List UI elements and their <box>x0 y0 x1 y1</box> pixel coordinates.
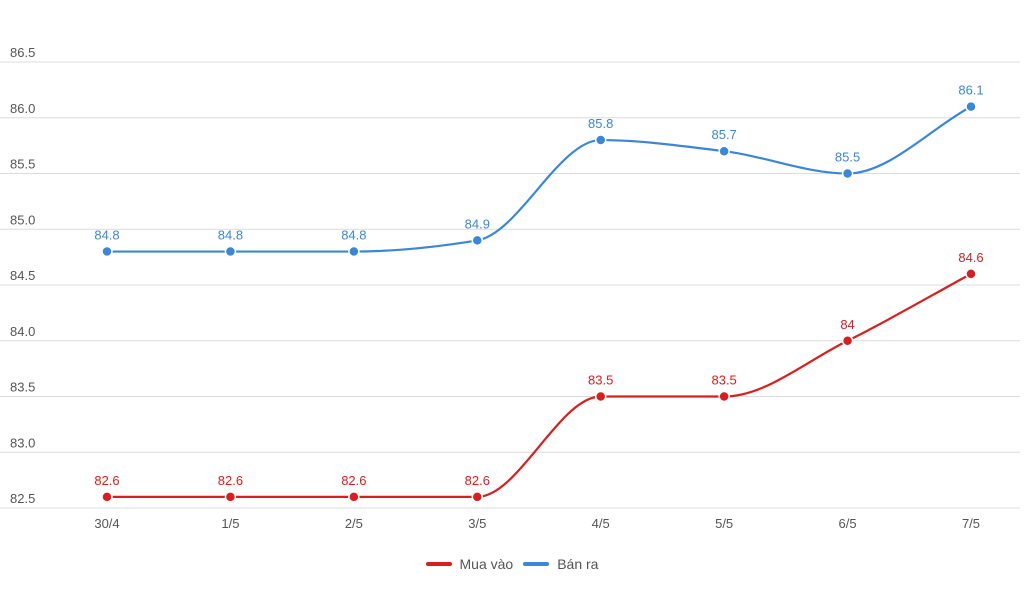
legend-label-ban-ra: Bán ra <box>557 556 599 572</box>
x-tick-label: 7/5 <box>962 516 980 531</box>
x-tick-label: 2/5 <box>345 516 363 531</box>
data-label-mua-vao: 82.6 <box>94 473 119 488</box>
data-label-ban-ra: 85.5 <box>835 150 860 165</box>
data-label-mua-vao: 84.6 <box>958 250 983 265</box>
data-label-mua-vao: 84 <box>840 317 854 332</box>
data-point-ban-ra[interactable] <box>594 134 607 146</box>
data-label-ban-ra: 86.1 <box>958 83 983 98</box>
data-label-ban-ra: 85.8 <box>588 116 613 131</box>
x-tick-label: 1/5 <box>221 516 239 531</box>
data-point-mua-vao[interactable] <box>471 491 484 503</box>
x-tick-label: 5/5 <box>715 516 733 531</box>
data-point-ban-ra[interactable] <box>965 100 977 113</box>
y-tick-label: 85.5 <box>10 157 35 172</box>
data-point-mua-vao[interactable] <box>224 491 237 503</box>
data-point-mua-vao[interactable] <box>101 491 113 503</box>
data-label-mua-vao: 83.5 <box>711 373 736 388</box>
data-labels: 82.6 82.6 82.6 82.6 83.5 83.5 84 84.6 84.8 84.8 84… <box>94 83 983 488</box>
grid-lines <box>0 61 1020 509</box>
legend-label-mua-vao: Mua vào <box>459 556 514 572</box>
y-tick-label: 83.0 <box>10 435 35 450</box>
x-tick-label: 6/5 <box>839 516 857 531</box>
x-tick-label: 30/4 <box>94 516 119 531</box>
data-point-ban-ra[interactable] <box>471 234 484 247</box>
legend-swatch-mua-vao <box>425 562 452 566</box>
data-label-ban-ra: 84.8 <box>341 228 366 243</box>
data-point-ban-ra[interactable] <box>348 245 360 258</box>
data-label-ban-ra: 84.8 <box>218 228 243 243</box>
y-tick-label: 82.5 <box>10 491 35 506</box>
y-tick-label: 85.0 <box>10 212 35 227</box>
data-label-mua-vao: 82.6 <box>218 473 243 488</box>
data-label-mua-vao: 82.6 <box>341 473 366 488</box>
series-lines <box>101 100 977 503</box>
data-label-mua-vao: 82.6 <box>465 473 490 488</box>
data-point-ban-ra[interactable] <box>101 245 113 258</box>
data-point-mua-vao[interactable] <box>965 268 977 280</box>
y-tick-label: 86.5 <box>10 45 35 60</box>
y-tick-label: 84.0 <box>10 324 35 339</box>
data-point-mua-vao[interactable] <box>348 491 360 503</box>
legend-swatch-ban-ra <box>523 562 550 566</box>
legend-item-mua-vao[interactable]: Mua vào <box>425 556 514 572</box>
x-tick-label: 3/5 <box>468 516 486 531</box>
x-axis-ticks: 30/4 1/5 2/5 3/5 4/5 5/5 6/5 7/5 <box>94 516 980 531</box>
data-label-ban-ra: 84.9 <box>465 216 490 231</box>
y-axis-ticks: 82.5 83.0 83.5 84.0 84.5 85.0 85.5 86.0 86.5 <box>10 45 35 506</box>
data-point-ban-ra[interactable] <box>841 167 854 180</box>
y-tick-label: 83.5 <box>10 380 35 395</box>
data-point-mua-vao[interactable] <box>841 335 854 347</box>
y-tick-label: 86.0 <box>10 101 35 116</box>
data-point-ban-ra[interactable] <box>224 245 237 258</box>
data-label-mua-vao: 83.5 <box>588 373 613 388</box>
data-point-mua-vao[interactable] <box>718 390 730 403</box>
series-line-ban-ra <box>107 105 972 253</box>
x-tick-label: 4/5 <box>592 516 610 531</box>
legend: Mua vào Bán ra <box>0 556 1024 572</box>
data-label-ban-ra: 85.7 <box>711 127 736 142</box>
series-line-mua-vao <box>106 272 972 498</box>
data-point-ban-ra[interactable] <box>718 145 730 157</box>
data-label-ban-ra: 84.8 <box>94 228 119 243</box>
data-point-mua-vao[interactable] <box>594 390 607 403</box>
y-tick-label: 84.5 <box>10 268 35 283</box>
legend-item-ban-ra[interactable]: Bán ra <box>523 556 598 572</box>
